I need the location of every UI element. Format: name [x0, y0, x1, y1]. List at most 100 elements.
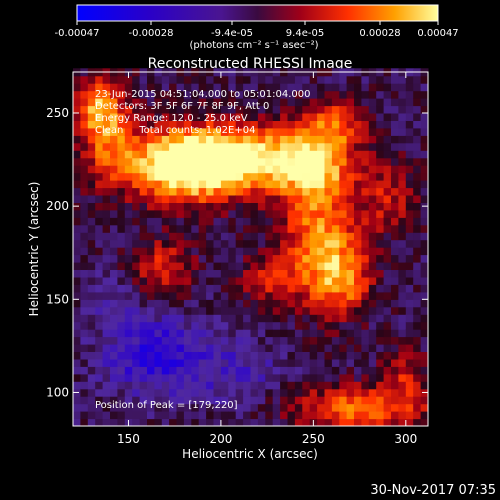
heatmap-cell	[331, 127, 340, 136]
heatmap-cell	[383, 418, 392, 427]
heatmap-cell	[102, 150, 111, 159]
heatmap-cell	[87, 351, 96, 360]
heatmap-cell	[117, 217, 126, 226]
heatmap-cell	[139, 75, 148, 84]
heatmap-cell	[361, 306, 370, 315]
heatmap-cell	[420, 98, 429, 107]
heatmap-cell	[220, 180, 229, 189]
colorbar-frame	[76, 4, 439, 22]
heatmap-cell	[257, 135, 266, 144]
heatmap-cell	[169, 165, 177, 174]
heatmap-cell	[294, 172, 303, 181]
heatmap-cell	[324, 321, 333, 330]
heatmap-cell	[302, 202, 311, 211]
heatmap-cell	[87, 105, 96, 114]
heatmap-cell	[243, 344, 251, 352]
heatmap-cell	[124, 113, 133, 121]
heatmap-cell	[287, 120, 296, 129]
heatmap-cell	[405, 284, 414, 293]
heatmap-cell	[265, 217, 274, 226]
heatmap-cell	[272, 217, 281, 226]
heatmap-cell	[183, 105, 192, 114]
heatmap-cell	[154, 105, 163, 114]
heatmap-cell	[147, 150, 155, 159]
heatmap-cell	[317, 254, 325, 263]
heatmap-cell	[391, 180, 399, 189]
heatmap-cell	[213, 180, 222, 189]
heatmap-cell	[346, 388, 355, 397]
heatmap-cell	[346, 284, 355, 293]
heatmap-cell	[198, 209, 207, 218]
heatmap-cell	[420, 187, 429, 196]
heatmap-cell	[331, 180, 340, 189]
heatmap-cell	[317, 411, 325, 420]
heatmap-cell	[80, 172, 89, 181]
heatmap-cell	[95, 157, 104, 166]
heatmap-cell	[354, 120, 362, 129]
heatmap-cell	[324, 351, 333, 360]
annotation-peak-position: Position of Peak = [179,220]	[95, 400, 238, 411]
heatmap-cell	[302, 90, 311, 99]
y-tick-label: 200	[46, 199, 69, 213]
heatmap-cell	[309, 142, 318, 151]
heatmap-cell	[206, 291, 214, 300]
heatmap-cell	[287, 127, 296, 136]
heatmap-cell	[280, 142, 288, 151]
heatmap-cell	[265, 366, 274, 375]
heatmap-cell	[191, 388, 200, 397]
heatmap-cell	[176, 180, 185, 189]
heatmap-cell	[139, 247, 148, 256]
heatmap-cell	[257, 358, 266, 367]
heatmap-cell	[147, 232, 155, 241]
heatmap-cell	[391, 224, 399, 233]
heatmap-cell	[132, 276, 141, 285]
heatmap-cell	[361, 195, 370, 203]
heatmap-cell	[309, 262, 318, 270]
heatmap-cell	[413, 403, 422, 412]
heatmap-cell	[95, 403, 104, 412]
x-tick-label: 250	[302, 432, 325, 446]
heatmap-cell	[346, 344, 355, 352]
heatmap-cell	[198, 150, 207, 159]
heatmap-cell	[287, 172, 296, 181]
heatmap-cell	[206, 105, 214, 114]
heatmap-cell	[147, 262, 155, 270]
heatmap-cell	[198, 262, 207, 270]
heatmap-cell	[257, 284, 266, 293]
heatmap-cell	[87, 180, 96, 189]
heatmap-cell	[420, 336, 429, 345]
heatmap-cell	[191, 157, 200, 166]
heatmap-cell	[391, 306, 399, 315]
heatmap-cell	[287, 217, 296, 226]
heatmap-cell	[110, 187, 118, 196]
heatmap-cell	[220, 284, 229, 293]
heatmap-cell	[294, 142, 303, 151]
heatmap-cell	[169, 209, 177, 218]
heatmap-cell	[302, 187, 311, 196]
heatmap-cell	[265, 187, 274, 196]
heatmap-cell	[213, 269, 222, 278]
heatmap-cell	[257, 276, 266, 285]
heatmap-cell	[280, 344, 288, 352]
heatmap-cell	[183, 344, 192, 352]
heatmap-cell	[183, 165, 192, 174]
heatmap-cell	[287, 306, 296, 315]
heatmap-cell	[354, 83, 362, 92]
heatmap-cell	[346, 254, 355, 263]
heatmap-cell	[398, 127, 407, 136]
heatmap-cell	[250, 411, 259, 420]
heatmap-cell	[265, 83, 274, 92]
heatmap-cell	[235, 113, 244, 121]
heatmap-cell	[124, 195, 133, 203]
heatmap-cell	[339, 291, 348, 300]
heatmap-cell	[339, 396, 348, 405]
heatmap-cell	[124, 157, 133, 166]
heatmap-cell	[398, 232, 407, 241]
heatmap-cell	[383, 232, 392, 241]
heatmap-cell	[391, 411, 399, 420]
heatmap-cell	[383, 403, 392, 412]
heatmap-cell	[117, 306, 126, 315]
heatmap-cell	[243, 276, 251, 285]
heatmap-cell	[324, 142, 333, 151]
heatmap-cell	[80, 239, 89, 248]
